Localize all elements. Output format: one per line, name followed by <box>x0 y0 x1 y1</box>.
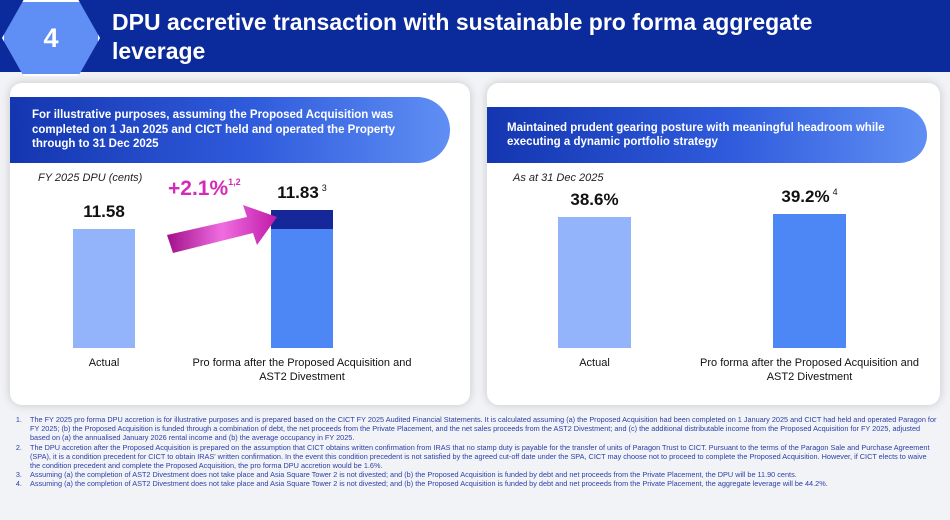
data-label-text: 11.58 <box>83 202 125 222</box>
data-label-text: 39.2% <box>781 187 830 206</box>
header-bar <box>0 0 950 72</box>
footnote: Assuming (a) the completion of AST2 Dive… <box>24 479 938 488</box>
data-label: 39.2% 4 <box>760 187 860 207</box>
data-label-text: 38.6% <box>570 190 619 209</box>
footnote-ref: 3 <box>321 182 327 193</box>
bar <box>558 217 631 348</box>
bar <box>73 229 135 348</box>
category-label: Pro forma after the Proposed Acquisition… <box>700 357 919 383</box>
dpu-axis-label: FY 2025 DPU (cents) <box>38 172 143 184</box>
accretion-arrow-icon <box>167 205 277 253</box>
leverage-banner: Maintained prudent gearing posture with … <box>487 107 927 163</box>
data-label: 11.83 3 <box>252 183 352 203</box>
leverage-axis-label: As at 31 Dec 2025 <box>513 172 604 184</box>
bar-base-segment <box>271 229 333 348</box>
category-label: Actual <box>579 357 610 369</box>
category-label: Pro forma after the Proposed Acquisition… <box>192 357 412 383</box>
dpu-banner: For illustrative purposes, assuming the … <box>10 97 450 163</box>
footnotes: The FY 2025 pro forma DPU accretion is f… <box>8 415 938 489</box>
footnote: The FY 2025 pro forma DPU accretion is f… <box>24 415 938 443</box>
category-label: Actual <box>88 357 120 369</box>
dpu-card: For illustrative purposes, assuming the … <box>10 83 470 405</box>
bar <box>773 214 846 348</box>
data-label-text: 11.83 <box>277 182 319 202</box>
accretion-label: +2.1%1,2 <box>168 177 241 201</box>
accretion-footnote-ref: 1,2 <box>228 177 241 187</box>
section-number-badge: 4 <box>2 0 100 76</box>
page-title: DPU accretive transaction with sustainab… <box>112 9 813 64</box>
data-label: 38.6% <box>545 190 645 210</box>
accretion-value: +2.1% <box>168 177 229 200</box>
footnote-ref: 4 <box>832 187 838 197</box>
footnote: Assuming (a) the completion of AST2 Dive… <box>24 470 938 479</box>
footnote: The DPU accretion after the Proposed Acq… <box>24 443 938 471</box>
bar-accretion-segment <box>271 209 333 230</box>
data-label: 11.58 <box>54 202 154 222</box>
leverage-card: Maintained prudent gearing posture with … <box>487 83 940 405</box>
